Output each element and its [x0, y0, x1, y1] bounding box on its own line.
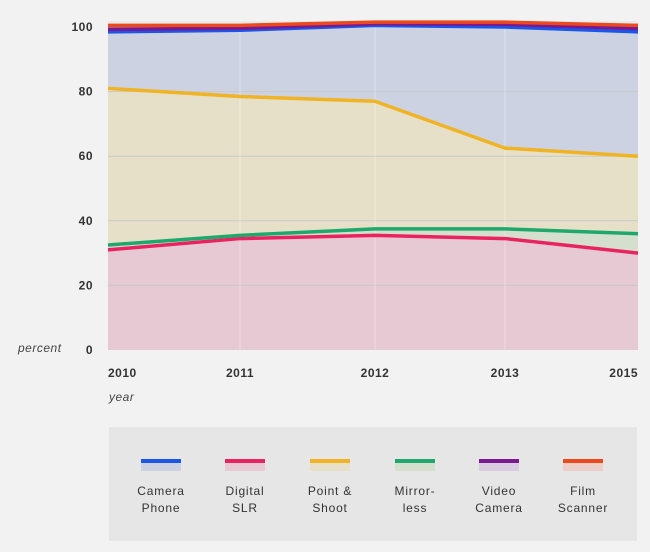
- legend-item-point-shoot: Point & Shoot: [285, 459, 375, 517]
- x-tick-label: 2012: [361, 366, 390, 380]
- area-chart: 0 20 40 60 80 100 2010 2011 2012 2013 2015 percen…: [17, 20, 639, 404]
- legend-item-digital-slr: Digital SLR: [200, 459, 290, 517]
- legend-item-film-scanner: Film Scanner: [538, 459, 628, 517]
- legend-swatch: [479, 459, 519, 471]
- area-mirrorless: [108, 228, 638, 254]
- legend-swatch: [141, 459, 181, 471]
- y-tick-label: 60: [79, 149, 93, 163]
- area-digital-slr: [108, 235, 638, 350]
- area-fills: [108, 22, 638, 350]
- series-lines: [107, 20, 639, 350]
- x-tick-label: 2015: [609, 366, 638, 380]
- x-tick-label: 2011: [226, 366, 254, 380]
- legend-label: Mirror- less: [394, 484, 436, 515]
- y-tick-label: 80: [79, 85, 93, 99]
- area-camera-phone: [108, 25, 638, 157]
- legend-swatch: [563, 459, 603, 471]
- legend-label: Digital SLR: [225, 484, 265, 515]
- legend-swatch: [395, 459, 435, 471]
- x-axis-label: year: [108, 390, 135, 404]
- legend-label: Video Camera: [475, 484, 523, 515]
- line-point-shoot: [107, 86, 639, 158]
- line-mirrorless: [107, 227, 639, 247]
- legend: Camera Phone Digital SLR Point & Shoot Mirr…: [109, 427, 637, 541]
- area-point-shoot: [108, 88, 638, 246]
- legend-label: Point & Shoot: [307, 484, 353, 515]
- y-tick-label: 20: [79, 278, 93, 292]
- x-tick-labels: 2010 2011 2012 2013 2015: [108, 366, 638, 380]
- line-film-scanner: [108, 20, 639, 28]
- x-tick-label: 2010: [108, 366, 137, 380]
- legend-item-mirrorless: Mirror- less: [370, 459, 460, 517]
- line-digital-slr: [107, 233, 639, 255]
- legend-swatch: [310, 459, 350, 471]
- y-tick-label: 100: [71, 20, 93, 34]
- y-tick-label: 0: [86, 343, 93, 357]
- y-tick-labels: 0 20 40 60 80 100: [71, 20, 93, 357]
- x-tick-label: 2013: [491, 366, 520, 380]
- y-tick-label: 40: [79, 214, 93, 228]
- legend-label: Camera Phone: [137, 484, 185, 515]
- legend-item-camera-phone: Camera Phone: [116, 459, 206, 517]
- legend-swatch: [225, 459, 265, 471]
- y-axis-label: percent: [17, 341, 62, 355]
- legend-label: Film Scanner: [557, 484, 609, 515]
- legend-item-video-camera: Video Camera: [454, 459, 544, 517]
